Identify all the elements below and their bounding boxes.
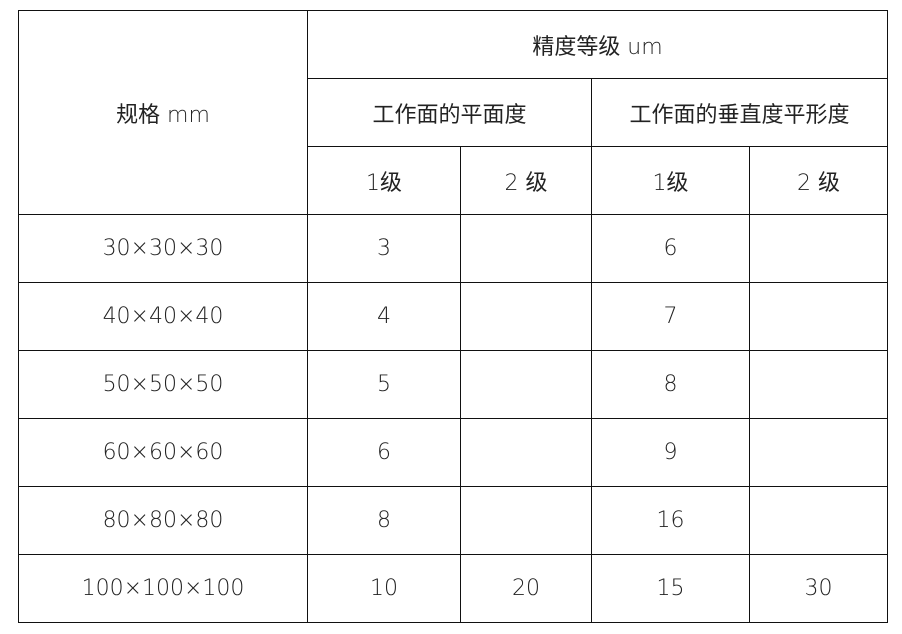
table-row: 50×50×50 5 8 <box>18 350 888 419</box>
table-row: 40×40×40 4 7 <box>18 282 888 351</box>
cell-perp2 <box>749 418 888 487</box>
cell-flat1: 4 <box>307 282 461 351</box>
precision-table: 规格 mm 精度等级 um 工作面的平面度 工作面的垂直度平形度 1级 2 级 … <box>18 10 888 623</box>
table-row: 80×80×80 8 16 <box>18 486 888 555</box>
cell-perp1: 6 <box>591 214 750 283</box>
table-row: 100×100×100 10 20 15 30 <box>18 554 888 623</box>
cell-perp2 <box>749 214 888 283</box>
header-grade: 1级 <box>307 146 461 215</box>
cell-flat1: 3 <box>307 214 461 283</box>
cell-perp2 <box>749 486 888 555</box>
cell-flat1: 6 <box>307 418 461 487</box>
cell-perp2 <box>749 282 888 351</box>
header-grade: 1级 <box>591 146 750 215</box>
header-flatness: 工作面的平面度 <box>307 78 592 147</box>
cell-perp2: 30 <box>749 554 888 623</box>
cell-spec: 100×100×100 <box>18 554 308 623</box>
cell-flat2 <box>460 282 592 351</box>
cell-flat2: 20 <box>460 554 592 623</box>
header-perpendicularity: 工作面的垂直度平形度 <box>591 78 888 147</box>
cell-flat1: 5 <box>307 350 461 419</box>
cell-perp1: 16 <box>591 486 750 555</box>
cell-flat2 <box>460 486 592 555</box>
cell-perp2 <box>749 350 888 419</box>
cell-flat2 <box>460 350 592 419</box>
table-row: 30×30×30 3 6 <box>18 214 888 283</box>
cell-spec: 50×50×50 <box>18 350 308 419</box>
cell-flat1: 10 <box>307 554 461 623</box>
cell-perp1: 8 <box>591 350 750 419</box>
cell-spec: 60×60×60 <box>18 418 308 487</box>
table-row: 60×60×60 6 9 <box>18 418 888 487</box>
header-grade: 2 级 <box>460 146 592 215</box>
cell-flat2 <box>460 214 592 283</box>
cell-spec: 40×40×40 <box>18 282 308 351</box>
cell-perp1: 7 <box>591 282 750 351</box>
cell-spec: 30×30×30 <box>18 214 308 283</box>
cell-perp1: 15 <box>591 554 750 623</box>
header-precision: 精度等级 um <box>307 10 888 79</box>
cell-flat2 <box>460 418 592 487</box>
header-grade: 2 级 <box>749 146 888 215</box>
cell-spec: 80×80×80 <box>18 486 308 555</box>
cell-flat1: 8 <box>307 486 461 555</box>
cell-perp1: 9 <box>591 418 750 487</box>
header-spec: 规格 mm <box>18 10 308 215</box>
